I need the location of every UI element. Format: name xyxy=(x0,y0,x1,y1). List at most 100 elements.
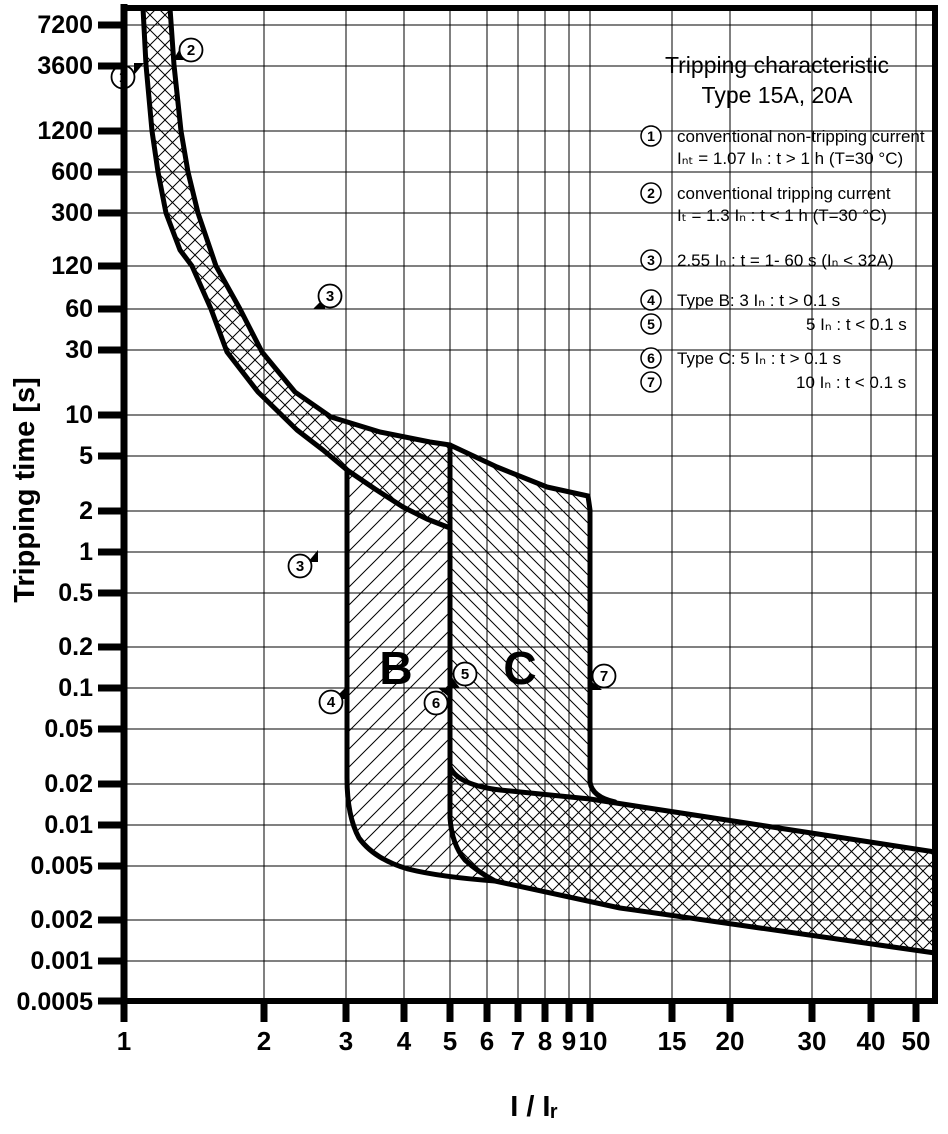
y-tick-label: 1200 xyxy=(37,117,93,145)
legend-item-4: 4 Type B: 3 Iₙ : t > 0.1 s xyxy=(640,289,840,311)
legend-item-7-text: 10 Iₙ : t < 0.1 s xyxy=(796,373,906,392)
thermal-band-fill xyxy=(143,8,450,528)
legend-item-2-number: 2 xyxy=(647,185,655,201)
callout-5: 5 xyxy=(452,661,478,687)
legend-item-1: 1 conventional non-tripping current Iₙₜ … xyxy=(640,125,925,168)
x-tick-label: 1 xyxy=(117,1026,131,1056)
x-tick-labels: 1 2 3 4 5 6 7 8 9 10 15 20 30 40 50 xyxy=(117,1026,931,1056)
region-label-b: B xyxy=(379,642,412,694)
y-tick-label: 30 xyxy=(65,336,93,364)
region-label-c: C xyxy=(503,642,536,694)
legend-item-6-text: Type C: 5 Iₙ : t > 0.1 s xyxy=(677,349,841,368)
x-tick-label: 20 xyxy=(716,1026,745,1056)
curve-non-tripping-boundary xyxy=(140,5,453,531)
y-tick-label: 3600 xyxy=(37,52,93,80)
x-tick-label: 10 xyxy=(579,1026,608,1056)
callout-4-number: 4 xyxy=(327,694,336,711)
y-tick-label: 120 xyxy=(51,252,93,280)
legend-item-2: 2 conventional tripping current Iₜ = 1.3… xyxy=(640,182,891,225)
legend-item-5: 5 5 Iₙ : t < 0.1 s xyxy=(640,313,907,335)
y-tick-label: 0.5 xyxy=(58,579,93,607)
plot-frame xyxy=(98,4,938,1022)
type-b-left-boundary xyxy=(344,467,498,884)
callout-6-number: 6 xyxy=(432,695,440,712)
callout-1-pointer xyxy=(134,63,144,75)
callout-2-number: 2 xyxy=(187,42,195,59)
region-fills xyxy=(143,8,935,953)
y-tick-label: 600 xyxy=(51,158,93,186)
callout-3a: 3 xyxy=(317,283,343,309)
characteristic-curves xyxy=(140,5,938,956)
x-tick-label: 30 xyxy=(798,1026,827,1056)
callout-3b-number: 3 xyxy=(296,558,304,575)
callout-2: 2 xyxy=(178,37,204,63)
callout-markers: 1 2 3 3 4 5 6 7 xyxy=(110,37,617,716)
type-b-right-boundary xyxy=(447,442,498,884)
legend: 1 conventional non-tripping current Iₙₜ … xyxy=(640,125,925,393)
callout-5-pointer xyxy=(451,676,460,688)
callout-6: 6 xyxy=(423,690,449,716)
type-c-region-fill xyxy=(450,445,610,801)
legend-item-1-number: 1 xyxy=(647,128,655,144)
callout-7-number: 7 xyxy=(600,668,608,685)
x-tick-label: 15 xyxy=(658,1026,687,1056)
legend-item-5-text: 5 Iₙ : t < 0.1 s xyxy=(806,315,907,334)
y-tick-label: 10 xyxy=(65,401,93,429)
type-b-region-fill xyxy=(347,470,495,881)
figure-title-line2: Type 15A, 20A xyxy=(702,82,854,108)
legend-item-3-number: 3 xyxy=(647,252,655,268)
legend-item-1-text: conventional non-tripping current xyxy=(677,127,925,146)
curve-tripping-boundary xyxy=(167,5,591,499)
callout-3b-pointer xyxy=(308,550,318,562)
x-tick-label: 2 xyxy=(257,1026,271,1056)
legend-item-1-text2: Iₙₜ = 1.07 Iₙ : t > 1 h (T=30 °C) xyxy=(677,149,903,168)
y-tick-label: 2 xyxy=(79,497,93,525)
y-tick-label: 60 xyxy=(65,295,93,323)
x-tick-label: 7 xyxy=(511,1026,525,1056)
callout-7: 7 xyxy=(591,663,617,689)
y-tick-label: 0.02 xyxy=(44,770,93,798)
x-tick-label: 4 xyxy=(397,1026,412,1056)
x-axis-title: I / Iᵣ xyxy=(510,1091,558,1123)
legend-item-2-text2: Iₜ = 1.3 Iₙ : t < 1 h (T=30 °C) xyxy=(677,206,887,225)
legend-item-3-text: 2.55 Iₙ : t = 1- 60 s (Iₙ < 32A) xyxy=(677,251,894,270)
x-axis-ticks xyxy=(120,1001,920,1022)
y-tick-label: 0.01 xyxy=(44,811,93,839)
y-axis-title: Tripping time [s] xyxy=(9,377,41,603)
x-tick-label: 50 xyxy=(902,1026,931,1056)
callout-3a-number: 3 xyxy=(326,288,334,305)
legend-item-6: 6 Type C: 5 Iₙ : t > 0.1 s xyxy=(640,347,841,369)
legend-item-7: 7 10 Iₙ : t < 0.1 s xyxy=(640,371,906,393)
instantaneous-upper-boundary xyxy=(447,764,938,855)
y-tick-label: 0.005 xyxy=(30,852,93,880)
x-tick-label: 40 xyxy=(857,1026,886,1056)
x-tick-label: 9 xyxy=(562,1026,576,1056)
x-tick-label: 5 xyxy=(443,1026,457,1056)
figure-title-line1: Tripping characteristic xyxy=(665,52,889,78)
y-axis-ticks xyxy=(98,21,127,1005)
y-tick-label: 0.002 xyxy=(30,906,93,934)
callout-4: 4 xyxy=(318,689,344,715)
x-tick-label: 6 xyxy=(480,1026,494,1056)
legend-item-5-number: 5 xyxy=(647,316,655,332)
y-tick-label: 0.1 xyxy=(58,674,93,702)
legend-item-4-number: 4 xyxy=(647,292,655,308)
callout-6-pointer xyxy=(438,688,449,697)
callout-3b: 3 xyxy=(287,553,313,579)
callout-5-number: 5 xyxy=(461,666,469,683)
x-tick-label: 3 xyxy=(339,1026,353,1056)
instantaneous-lower-boundary xyxy=(492,878,938,956)
y-tick-labels: 7200 3600 1200 600 300 120 60 30 10 5 2 … xyxy=(17,11,94,1016)
y-tick-label: 0.2 xyxy=(58,633,93,661)
legend-item-4-text: Type B: 3 Iₙ : t > 0.1 s xyxy=(677,291,840,310)
y-tick-label: 0.0005 xyxy=(17,988,94,1016)
legend-item-3: 3 2.55 Iₙ : t = 1- 60 s (Iₙ < 32A) xyxy=(640,249,894,271)
y-tick-label: 5 xyxy=(79,442,93,470)
legend-item-7-number: 7 xyxy=(647,374,655,390)
x-tick-label: 8 xyxy=(538,1026,552,1056)
y-tick-label: 300 xyxy=(51,199,93,227)
instantaneous-band-fill xyxy=(450,767,935,953)
type-c-right-boundary xyxy=(585,493,618,805)
y-tick-label: 7200 xyxy=(37,11,93,39)
